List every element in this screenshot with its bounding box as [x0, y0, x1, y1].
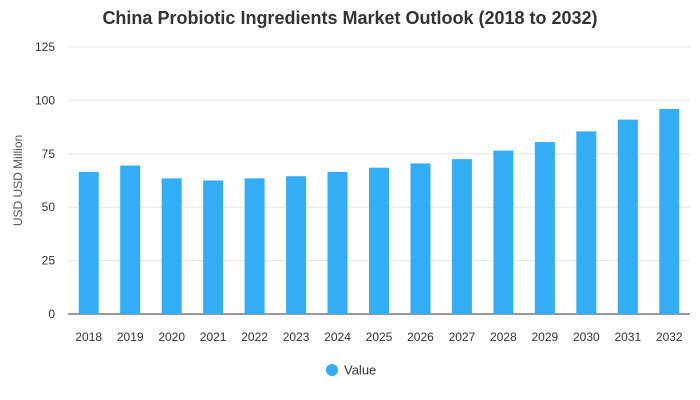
x-tick-label-2026: 2026 [407, 330, 434, 344]
x-tick-label-2030: 2030 [573, 330, 600, 344]
bar-2027 [451, 159, 472, 314]
legend-marker [326, 364, 338, 376]
x-tick-label-2031: 2031 [614, 330, 641, 344]
bar-2031 [617, 119, 638, 315]
chart-title: China Probiotic Ingredients Market Outlo… [102, 8, 598, 28]
y-axis-title: USD USD Million [11, 135, 25, 226]
x-tick-label-2024: 2024 [324, 330, 351, 344]
bar-2030 [576, 131, 597, 314]
x-tick-label-2023: 2023 [283, 330, 310, 344]
x-tick-label-2020: 2020 [158, 330, 185, 344]
x-tick-label-2021: 2021 [200, 330, 227, 344]
y-tick-label-100: 100 [35, 93, 55, 107]
bar-2024 [327, 171, 348, 314]
bar-2025 [369, 167, 389, 314]
y-tick-label-25: 25 [42, 254, 56, 268]
bar-2022 [244, 178, 265, 314]
bar-2021 [203, 180, 224, 314]
x-tick-label-2022: 2022 [241, 330, 268, 344]
bar-2028 [493, 150, 514, 314]
bar-2023 [286, 176, 307, 314]
x-tick-label-2019: 2019 [117, 330, 144, 344]
x-tick-label-2025: 2025 [366, 330, 393, 344]
x-tick-label-2018: 2018 [75, 330, 102, 344]
x-tick-label-2029: 2029 [532, 330, 559, 344]
bar-2020 [161, 178, 182, 314]
bar-2032 [659, 108, 680, 314]
y-tick-label-125: 125 [35, 40, 55, 54]
y-tick-label-75: 75 [42, 147, 56, 161]
bar-2029 [534, 142, 555, 314]
bar-2026 [410, 163, 431, 314]
y-tick-label-0: 0 [48, 307, 55, 321]
y-tick-label-50: 50 [42, 200, 56, 214]
x-tick-label-2032: 2032 [656, 330, 683, 344]
x-tick-label-2027: 2027 [449, 330, 476, 344]
bar-2018 [78, 171, 99, 314]
x-tick-label-2028: 2028 [490, 330, 517, 344]
bar-2019 [120, 165, 141, 314]
legend-label: Value [344, 363, 376, 378]
